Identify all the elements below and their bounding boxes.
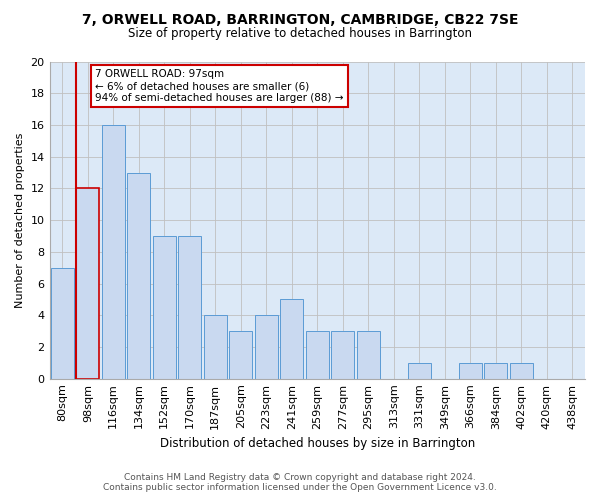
Text: 7, ORWELL ROAD, BARRINGTON, CAMBRIDGE, CB22 7SE: 7, ORWELL ROAD, BARRINGTON, CAMBRIDGE, C… (82, 12, 518, 26)
Bar (153, 236, 176, 378)
Y-axis label: Number of detached properties: Number of detached properties (15, 132, 25, 308)
Bar (280, 300, 303, 378)
Bar (204, 315, 227, 378)
Bar (76, 188, 99, 378)
Text: 7 ORWELL ROAD: 97sqm
← 6% of detached houses are smaller (6)
94% of semi-detache: 7 ORWELL ROAD: 97sqm ← 6% of detached ho… (95, 70, 344, 102)
Text: Size of property relative to detached houses in Barrington: Size of property relative to detached ho… (128, 28, 472, 40)
Bar (484, 363, 507, 378)
Bar (331, 331, 354, 378)
Bar (102, 125, 125, 378)
Bar (306, 331, 329, 378)
Bar (127, 172, 150, 378)
Bar (51, 268, 74, 378)
Bar (510, 363, 533, 378)
Bar (229, 331, 252, 378)
Bar (357, 331, 380, 378)
Text: Contains HM Land Registry data © Crown copyright and database right 2024.
Contai: Contains HM Land Registry data © Crown c… (103, 473, 497, 492)
Bar (178, 236, 201, 378)
Bar (255, 315, 278, 378)
Bar (408, 363, 431, 378)
Bar (459, 363, 482, 378)
X-axis label: Distribution of detached houses by size in Barrington: Distribution of detached houses by size … (160, 437, 475, 450)
